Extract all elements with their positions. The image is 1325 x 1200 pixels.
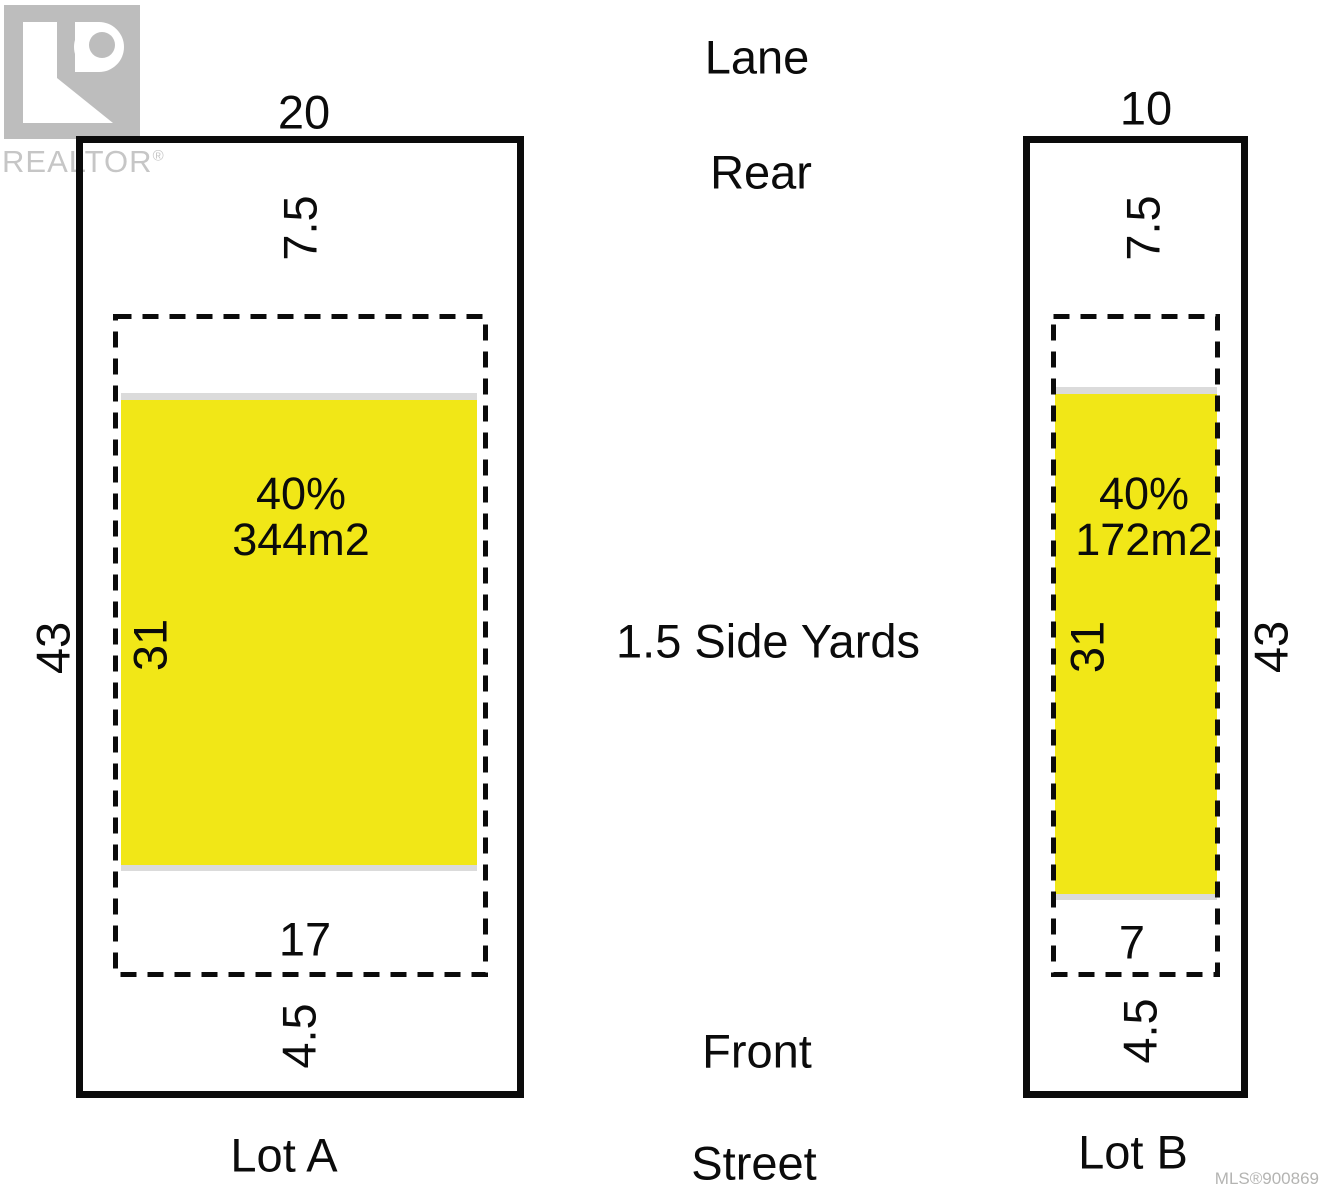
lot-a-title: Lot A <box>230 1128 338 1182</box>
lot-b-coverage-area: 172m2 <box>1075 514 1213 565</box>
lot-b-rear-setback-dim: 7.5 <box>1116 195 1170 261</box>
label-street: Street <box>691 1136 817 1190</box>
lot-b-outline <box>1023 136 1248 1098</box>
lot-a-front-setback-dim: 4.5 <box>272 1003 326 1069</box>
label-rear: Rear <box>710 145 812 199</box>
lot-a-buildable-area <box>121 393 477 871</box>
lot-a-buildable-width-dim: 17 <box>278 912 332 966</box>
lot-b-coverage-text: 40% 172m2 <box>1075 471 1213 563</box>
lot-a-outline <box>76 136 524 1098</box>
lot-b-buildable-width-dim: 7 <box>1118 915 1146 969</box>
registered-mark: ® <box>152 147 164 165</box>
lot-b-frontage-dim: 10 <box>1119 81 1173 135</box>
lot-a-coverage-percent: 40% <box>255 468 347 519</box>
lot-a-coverage-area: 344m2 <box>232 514 370 565</box>
lot-a-depth-dim: 43 <box>26 621 80 675</box>
lot-b-front-setback-dim: 4.5 <box>1113 998 1167 1064</box>
lot-b-buildable-depth-dim: 31 <box>1060 620 1114 674</box>
lot-a-buildable-depth-dim: 31 <box>123 618 177 672</box>
lot-a-rear-setback-dim: 7.5 <box>273 195 327 261</box>
mls-number: MLS®900869 <box>1214 1169 1319 1188</box>
lot-a-frontage-dim: 20 <box>277 85 331 139</box>
label-lane: Lane <box>704 30 810 84</box>
lot-b-coverage-percent: 40% <box>1098 468 1190 519</box>
label-side-yards: 1.5 Side Yards <box>616 614 920 668</box>
label-front: Front <box>702 1024 812 1078</box>
lot-b-depth-dim: 43 <box>1244 620 1298 674</box>
realtor-logo-icon <box>4 5 140 139</box>
lot-b-buildable-area <box>1055 387 1217 900</box>
lot-a-coverage-text: 40% 344m2 <box>232 471 370 563</box>
lot-b-title: Lot B <box>1078 1125 1188 1179</box>
lot-b-buildable-outline <box>1051 314 1220 977</box>
